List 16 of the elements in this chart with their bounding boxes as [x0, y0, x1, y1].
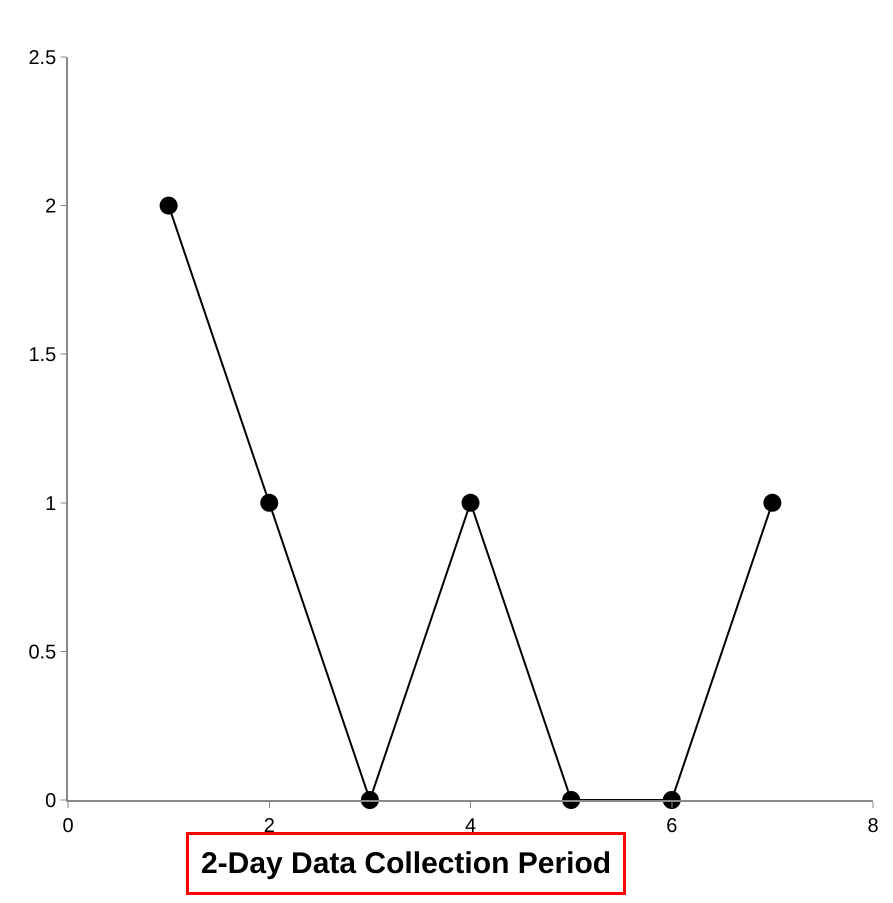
point	[462, 494, 480, 512]
x-tick-label: 2	[264, 814, 275, 837]
x-tick-label: 8	[867, 814, 879, 837]
x-axis-title: 2-Day Data Collection Period	[201, 847, 612, 880]
x-tick-label: 4	[464, 814, 476, 837]
point	[260, 494, 278, 512]
y-tick-label: 1.5	[28, 344, 56, 366]
x-tick-label: 6	[666, 814, 678, 837]
y-tick-label: 0.5	[28, 641, 56, 664]
x-tick-label: 0	[62, 814, 74, 837]
y-tick-label: 0	[45, 790, 56, 812]
y-tick-label: 2.5	[28, 47, 56, 69]
y-tick-label: 1	[45, 492, 56, 515]
point	[763, 494, 782, 512]
point	[160, 196, 178, 215]
y-tick-label: 2	[45, 196, 56, 218]
